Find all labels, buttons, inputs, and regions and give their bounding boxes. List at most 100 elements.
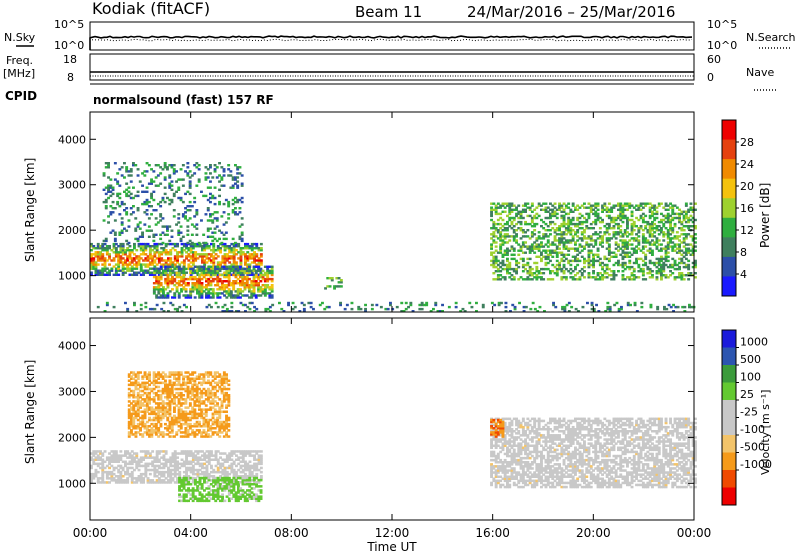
heatmap-cell bbox=[682, 218, 686, 222]
heatmap-cell bbox=[125, 170, 129, 173]
heatmap-cell bbox=[141, 190, 144, 193]
heatmap-cell bbox=[176, 242, 179, 246]
heatmap-cell bbox=[535, 255, 539, 258]
heatmap-cell bbox=[157, 435, 161, 438]
heatmap-cell bbox=[101, 466, 105, 470]
heatmap-cell bbox=[219, 470, 222, 474]
heatmap-cell bbox=[680, 276, 684, 279]
heatmap-cell bbox=[159, 389, 163, 393]
heatmap-cell bbox=[123, 162, 126, 165]
heatmap-cell bbox=[110, 477, 114, 480]
heatmap-cell bbox=[203, 253, 207, 256]
heatmap-cell bbox=[512, 257, 516, 261]
heatmap-cell bbox=[119, 464, 123, 468]
heatmap-cell bbox=[92, 450, 96, 453]
heatmap-cell bbox=[585, 220, 589, 224]
heatmap-cell bbox=[107, 176, 110, 179]
heatmap-cell bbox=[648, 247, 652, 250]
heatmap-cell bbox=[220, 184, 224, 187]
heatmap-cell bbox=[213, 211, 217, 214]
heatmap-cell bbox=[635, 239, 638, 242]
heatmap-cell bbox=[671, 208, 675, 211]
heatmap-cell bbox=[228, 267, 232, 270]
heatmap-cell bbox=[219, 464, 222, 468]
heatmap-cell bbox=[585, 259, 589, 263]
heatmap-cell bbox=[141, 385, 145, 389]
heatmap-cell bbox=[173, 259, 177, 262]
heatmap-cell bbox=[162, 470, 166, 474]
heatmap-cell bbox=[641, 247, 645, 250]
heatmap-cell bbox=[544, 216, 548, 220]
heatmap-cell bbox=[237, 456, 241, 459]
heatmap-cell bbox=[666, 255, 670, 258]
heatmap-cell bbox=[569, 210, 573, 213]
heatmap-cell bbox=[191, 489, 195, 492]
heatmap-cell bbox=[574, 307, 578, 311]
heatmap-cell bbox=[157, 377, 161, 380]
heatmap-cell bbox=[228, 247, 232, 250]
heatmap-cell bbox=[287, 303, 290, 307]
heatmap-cell bbox=[146, 245, 150, 248]
heatmap-cell bbox=[567, 259, 571, 263]
heatmap-cell bbox=[243, 476, 247, 480]
heatmap-cell bbox=[510, 208, 514, 211]
heatmap-cell bbox=[205, 305, 209, 309]
heatmap-cell bbox=[104, 162, 108, 165]
heatmap-cell bbox=[173, 296, 177, 299]
heatmap-cell bbox=[639, 227, 643, 230]
heatmap-cell bbox=[212, 493, 215, 496]
heatmap-cell bbox=[546, 255, 550, 258]
heatmap-cell bbox=[143, 170, 147, 173]
heatmap-cell bbox=[662, 225, 666, 228]
heatmap-cell bbox=[237, 462, 241, 466]
heatmap-cell bbox=[302, 310, 306, 313]
heatmap-cell bbox=[537, 204, 541, 207]
heatmap-cell bbox=[145, 190, 149, 193]
heatmap-cell bbox=[166, 227, 169, 230]
heatmap-cell bbox=[409, 301, 413, 305]
heatmap-cell bbox=[248, 301, 252, 305]
heatmap-cell bbox=[651, 233, 654, 236]
heatmap-cell bbox=[164, 477, 168, 480]
heatmap-cell bbox=[218, 267, 222, 271]
heatmap-cell bbox=[111, 229, 115, 232]
heatmap-cell bbox=[537, 214, 541, 218]
heatmap-cell bbox=[248, 495, 252, 498]
heatmap-cell bbox=[177, 196, 181, 200]
heatmap-cell bbox=[145, 229, 149, 232]
heatmap-cell bbox=[587, 265, 591, 269]
heatmap-cell bbox=[664, 204, 668, 207]
heatmap-cell bbox=[180, 251, 184, 254]
heatmap-cell bbox=[189, 257, 193, 260]
heatmap-cell bbox=[239, 267, 242, 271]
heatmap-cell bbox=[191, 290, 195, 293]
heatmap-cell bbox=[150, 410, 154, 413]
heatmap-cell bbox=[250, 487, 254, 490]
heatmap-cell bbox=[662, 247, 666, 250]
heatmap-cell bbox=[232, 450, 236, 453]
heatmap-cell bbox=[186, 229, 190, 232]
heatmap-cell bbox=[257, 263, 261, 266]
heatmap-cell bbox=[138, 235, 142, 238]
heatmap-cell bbox=[517, 243, 521, 246]
heatmap-cell bbox=[244, 468, 247, 472]
heatmap-cell bbox=[576, 235, 580, 238]
heatmap-cell bbox=[663, 307, 666, 311]
heatmap-cell bbox=[128, 263, 132, 266]
heatmap-cell bbox=[148, 396, 151, 399]
heatmap-cell bbox=[551, 249, 555, 252]
heatmap-cell bbox=[581, 305, 585, 309]
heatmap-cell bbox=[144, 466, 148, 470]
heatmap-cell bbox=[213, 186, 217, 189]
heatmap-cell bbox=[213, 196, 217, 200]
heatmap-cell bbox=[220, 292, 224, 295]
heatmap-cell bbox=[549, 229, 552, 232]
heatmap-cell bbox=[694, 225, 697, 228]
heatmap-cell bbox=[210, 454, 213, 457]
heatmap-cell bbox=[499, 222, 503, 226]
heatmap-cell bbox=[614, 233, 618, 236]
heatmap-cell bbox=[542, 235, 546, 238]
heatmap-cell bbox=[220, 286, 224, 289]
heatmap-cell bbox=[205, 255, 209, 258]
heatmap-cell bbox=[155, 468, 159, 472]
